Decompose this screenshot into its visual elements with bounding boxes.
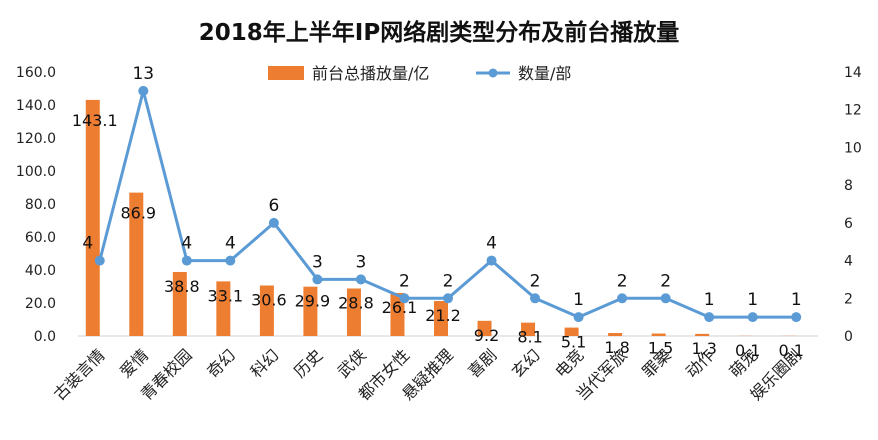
count-value-label: 2 (617, 271, 628, 291)
count-value-label: 4 (82, 234, 93, 254)
count-value-label: 2 (399, 271, 410, 291)
bar-value-label: 0.1 (735, 341, 760, 360)
count-point (530, 293, 541, 304)
right-axis-tick-label: 8 (844, 178, 853, 194)
category-label: 科幻 (247, 345, 283, 381)
bar (303, 286, 318, 336)
count-point (486, 255, 497, 266)
count-point (355, 274, 366, 285)
count-point (747, 312, 758, 323)
bar (129, 192, 144, 336)
bar (259, 285, 274, 336)
bar-value-label: 30.6 (251, 291, 287, 310)
right-axis-tick-label: 6 (844, 216, 853, 232)
bar (651, 333, 666, 336)
count-point (617, 293, 628, 304)
category-label: 古装言情 (50, 345, 109, 404)
count-value-label: 1 (791, 290, 802, 310)
category-label: 喜剧 (464, 345, 500, 381)
count-point (225, 255, 236, 266)
category-label: 奇幻 (203, 345, 239, 381)
count-point (138, 85, 149, 96)
bar-value-label: 0.1 (779, 341, 804, 360)
legend-bar-swatch (268, 66, 304, 80)
count-value-label: 4 (225, 234, 236, 254)
right-axis-tick-label: 2 (844, 291, 853, 307)
bar-value-label: 26.1 (382, 298, 418, 317)
bar (390, 292, 405, 336)
count-value-label: 2 (443, 271, 454, 291)
count-value-label: 3 (356, 252, 367, 272)
count-point (181, 255, 192, 266)
count-value-label: 1 (747, 290, 758, 310)
count-point (312, 274, 323, 285)
count-point (573, 312, 584, 323)
left-axis-tick-label: 100.0 (16, 164, 56, 180)
bar-value-label: 143.1 (72, 111, 118, 130)
bar (564, 327, 579, 336)
bar (608, 333, 623, 336)
bar-value-label: 5.1 (561, 333, 586, 352)
right-axis-tick-label: 12 (844, 103, 862, 119)
count-value-label: 13 (132, 64, 154, 84)
bar-value-label: 21.2 (425, 306, 461, 325)
left-axis-tick-label: 60.0 (25, 230, 56, 246)
count-point (399, 293, 410, 304)
legend-bar-label: 前台总播放量/亿 (312, 64, 429, 83)
category-label: 武侠 (334, 345, 370, 381)
count-value-label: 6 (268, 196, 279, 216)
count-value-label: 1 (573, 290, 584, 310)
count-point (443, 293, 453, 304)
count-point (791, 312, 802, 323)
right-axis-tick-label: 10 (844, 140, 862, 156)
legend: 前台总播放量/亿 数量/部 (268, 64, 571, 83)
bar-value-label: 38.8 (164, 277, 200, 296)
chart-title: 2018年上半年IP网络剧类型分布及前台播放量 (199, 19, 679, 46)
bar-value-label: 1.5 (648, 339, 673, 358)
right-axis-tick-label: 14 (844, 65, 862, 81)
left-axis-tick-label: 140.0 (16, 98, 56, 114)
category-label: 历史 (290, 345, 326, 381)
legend-line-marker (488, 68, 498, 78)
count-value-label: 1 (704, 290, 715, 310)
bar (346, 288, 361, 336)
bar (695, 333, 710, 336)
bar-value-label: 33.1 (208, 286, 244, 305)
bar-value-label: 86.9 (120, 204, 156, 223)
legend-line-label: 数量/部 (518, 64, 571, 83)
bar-value-label: 29.9 (295, 292, 331, 311)
bar-value-label: 28.8 (338, 293, 374, 312)
count-value-label: 4 (181, 234, 192, 254)
left-axis-tick-label: 160.0 (16, 65, 56, 81)
bar (477, 320, 492, 336)
bar (172, 271, 187, 336)
right-axis-tick-label: 0 (844, 329, 853, 345)
bar (434, 301, 448, 336)
bar-value-label: 1.8 (604, 338, 629, 357)
left-axis-tick-label: 40.0 (25, 263, 56, 279)
left-axis-tick-label: 80.0 (25, 197, 56, 213)
count-value-label: 4 (486, 234, 497, 254)
count-value-label: 2 (530, 271, 541, 291)
count-point (94, 255, 105, 266)
left-axis-tick-label: 0.0 (34, 329, 56, 345)
bar-value-label: 1.3 (691, 339, 716, 358)
bar-value-label: 8.1 (517, 328, 542, 347)
category-label: 玄幻 (508, 345, 544, 381)
right-axis-tick-label: 4 (844, 254, 853, 270)
count-value-label: 2 (660, 271, 671, 291)
category-label: 爱情 (116, 345, 152, 381)
count-point (268, 217, 279, 228)
left-axis-tick-label: 20.0 (25, 296, 56, 312)
left-axis-tick-label: 120.0 (16, 131, 56, 147)
bar-value-label: 9.2 (474, 326, 499, 345)
bar (85, 99, 100, 336)
bar (521, 322, 536, 336)
bar (216, 281, 231, 336)
count-point (704, 312, 715, 323)
count-point (660, 293, 671, 304)
count-value-label: 3 (312, 252, 323, 272)
